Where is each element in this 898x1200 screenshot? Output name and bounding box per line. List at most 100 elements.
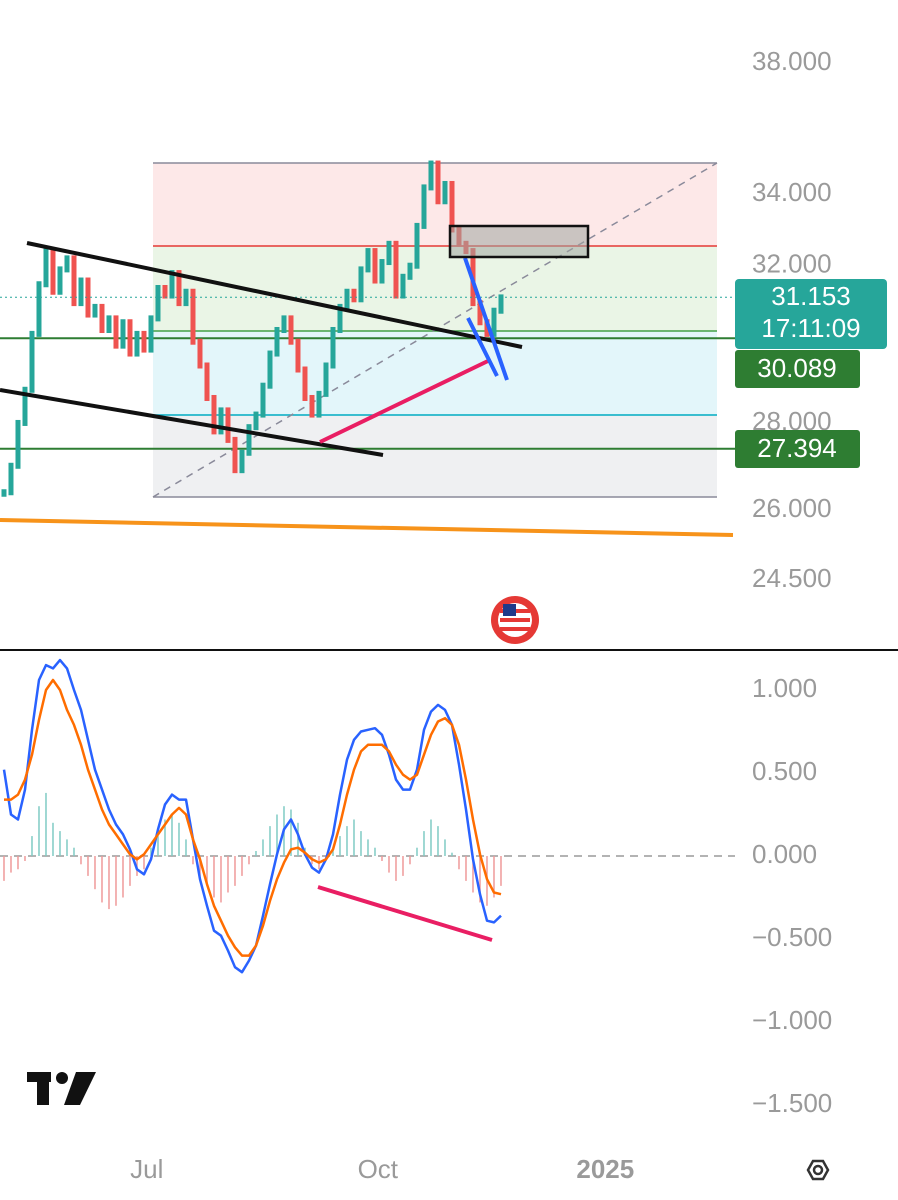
candle xyxy=(288,315,294,345)
candle xyxy=(372,248,378,284)
candle xyxy=(365,248,371,273)
candle xyxy=(491,307,497,337)
fib-zone xyxy=(153,331,717,415)
candle xyxy=(435,160,441,205)
candle xyxy=(43,248,49,288)
candle xyxy=(232,436,238,474)
candle xyxy=(484,319,490,337)
candle xyxy=(190,288,196,345)
candle xyxy=(1,489,7,497)
candle xyxy=(134,330,140,357)
candle xyxy=(421,184,427,229)
flag-stripe xyxy=(500,627,530,631)
event-icon[interactable] xyxy=(491,596,539,644)
candle xyxy=(330,326,336,369)
candle xyxy=(351,288,357,303)
candle xyxy=(113,315,119,349)
x-tick-label: Jul xyxy=(130,1154,163,1184)
x-tick-label: Oct xyxy=(358,1154,399,1184)
candle xyxy=(386,240,392,266)
flag-canton xyxy=(503,604,516,616)
candle xyxy=(176,270,182,307)
candle xyxy=(211,394,217,435)
y-tick-label: 0.500 xyxy=(752,756,817,786)
candle xyxy=(64,255,70,273)
candle xyxy=(99,303,105,333)
candle xyxy=(141,330,147,353)
y-tick-label: −1.000 xyxy=(752,1005,832,1035)
logo-part xyxy=(64,1072,96,1105)
candle xyxy=(407,262,413,280)
fib-drawing xyxy=(152,162,718,498)
candle xyxy=(358,266,364,303)
macd-line xyxy=(4,678,502,957)
fib-zone xyxy=(153,163,717,246)
trendline xyxy=(0,518,734,537)
candle xyxy=(239,449,245,474)
candle xyxy=(225,407,231,443)
candle xyxy=(29,330,35,393)
candle xyxy=(393,240,399,299)
candle xyxy=(36,281,42,337)
candle xyxy=(57,266,63,295)
candle xyxy=(316,390,322,418)
last-price-label: 31.153 xyxy=(771,281,851,311)
candle xyxy=(477,300,483,326)
fib-zone xyxy=(153,415,717,497)
candle xyxy=(428,160,434,191)
candle xyxy=(85,277,91,318)
candle xyxy=(8,462,14,496)
candle xyxy=(22,386,28,426)
candle xyxy=(281,315,287,333)
candle xyxy=(442,180,448,205)
candle xyxy=(302,366,308,401)
y-tick-label: −0.500 xyxy=(752,922,832,952)
candle xyxy=(106,315,112,333)
candle xyxy=(50,248,56,295)
logo-part xyxy=(56,1072,68,1084)
y-tick-label: 0.000 xyxy=(752,839,817,869)
y-tick-label: 32.000 xyxy=(752,249,832,279)
candle xyxy=(169,270,175,299)
candle xyxy=(155,285,161,322)
candle xyxy=(260,382,266,418)
y-tick-label: 24.500 xyxy=(752,563,832,593)
candle xyxy=(246,424,252,456)
x-tick-label: 2025 xyxy=(576,1154,634,1184)
candle xyxy=(120,319,126,349)
wedge-line xyxy=(463,257,509,381)
candle xyxy=(295,338,301,373)
level-label: 30.089 xyxy=(757,353,837,383)
y-tick-label: −1.500 xyxy=(752,1088,832,1118)
candle xyxy=(162,285,168,299)
candle xyxy=(449,180,455,233)
candle xyxy=(148,315,154,353)
level-box xyxy=(735,430,860,468)
box-drawing xyxy=(448,224,590,259)
wedge-line xyxy=(466,317,499,377)
settings-button[interactable] xyxy=(806,1159,830,1181)
candle xyxy=(197,338,203,369)
trendline xyxy=(26,241,523,349)
candle xyxy=(274,326,280,357)
candle xyxy=(414,222,420,269)
level-label: 27.394 xyxy=(757,433,837,463)
candle xyxy=(204,362,210,401)
settings-icon[interactable] xyxy=(806,1159,830,1181)
logo-part xyxy=(37,1072,49,1105)
candle xyxy=(92,303,98,318)
candle xyxy=(337,303,343,333)
candle xyxy=(218,407,224,435)
macd-line xyxy=(2,658,502,974)
settings-icon xyxy=(812,1164,824,1176)
candle xyxy=(309,394,315,418)
y-tick-label: 34.000 xyxy=(752,177,832,207)
candle xyxy=(498,294,504,314)
candle xyxy=(344,288,350,310)
divergence-line xyxy=(317,885,493,942)
macd-pane: 1.000 0.500 0.000 −0.500 −1.000 −1.500 Jul Oct 2… xyxy=(0,658,832,1184)
y-tick-label: 38.000 xyxy=(752,46,832,76)
candle xyxy=(323,362,329,397)
